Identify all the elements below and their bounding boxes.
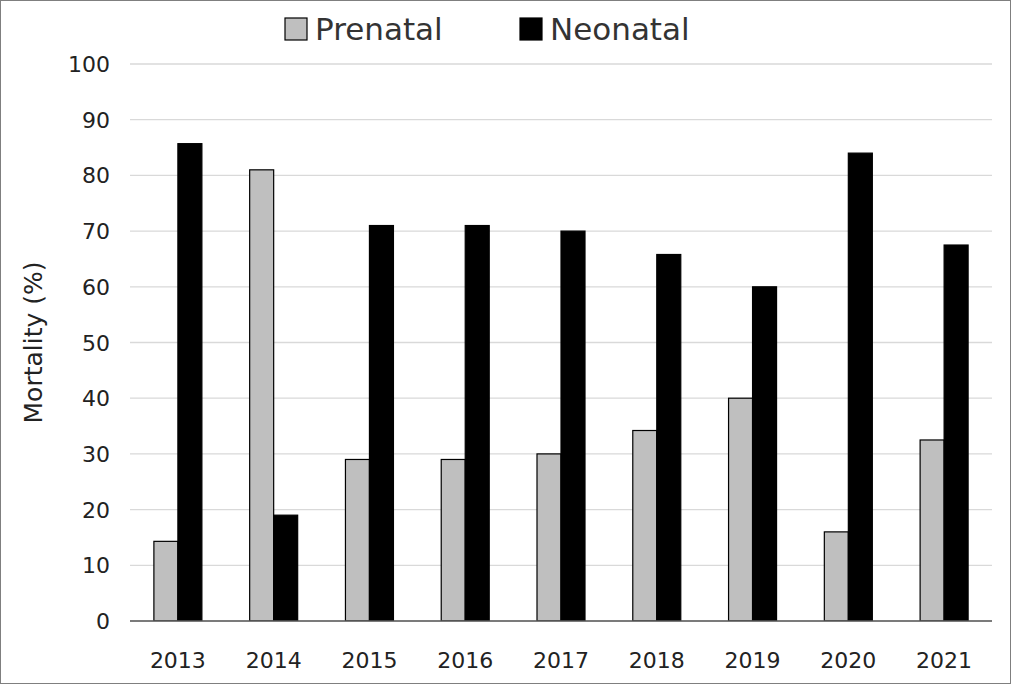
y-tick-label: 40 <box>82 386 110 411</box>
x-tick-label: 2016 <box>437 648 493 673</box>
bar <box>633 431 657 621</box>
bar <box>657 254 681 621</box>
x-tick-label: 2015 <box>341 648 397 673</box>
x-tick-label: 2014 <box>246 648 302 673</box>
bar <box>178 144 202 621</box>
bar <box>920 440 944 621</box>
x-tick-label: 2013 <box>150 648 206 673</box>
y-tick-label: 60 <box>82 275 110 300</box>
bar <box>369 226 393 621</box>
bar <box>274 515 298 621</box>
y-tick-label: 80 <box>82 163 110 188</box>
y-tick-label: 20 <box>82 498 110 523</box>
chart-svg: 0 10 20 30 40 50 60 70 80 90 100 2013 2014 2015 2016 20… <box>0 0 1011 684</box>
x-tick-label: 2018 <box>629 648 685 673</box>
y-tick-label: 0 <box>96 609 110 634</box>
bar <box>537 454 561 621</box>
y-tick-label: 10 <box>82 553 110 578</box>
bar <box>250 170 274 621</box>
bar <box>944 245 968 621</box>
legend-label: Prenatal <box>315 11 443 47</box>
y-axis-label: Mortality (%) <box>19 262 48 424</box>
y-tick-label: 70 <box>82 219 110 244</box>
y-tick-label: 90 <box>82 108 110 133</box>
bar <box>441 459 465 621</box>
chart-container: 0 10 20 30 40 50 60 70 80 90 100 2013 2014 2015 2016 20… <box>0 0 1011 684</box>
bars <box>154 144 968 621</box>
bar <box>345 459 369 621</box>
bar <box>753 287 777 621</box>
legend-swatch <box>520 18 542 40</box>
legend-swatch <box>285 18 307 40</box>
y-tick-label: 50 <box>82 331 110 356</box>
y-tick-label: 30 <box>82 442 110 467</box>
y-tick-label: 100 <box>68 52 110 77</box>
x-tick-label: 2019 <box>725 648 781 673</box>
bar <box>154 541 178 621</box>
grid-line <box>130 63 992 64</box>
grid-line <box>130 119 992 120</box>
bar <box>729 398 753 621</box>
x-tick-label: 2020 <box>820 648 876 673</box>
grid-line <box>130 620 992 621</box>
bar <box>824 532 848 621</box>
bar <box>561 231 585 621</box>
x-axis <box>130 620 992 622</box>
bar <box>848 153 872 621</box>
x-tick-label: 2021 <box>916 648 972 673</box>
x-tick-label: 2017 <box>533 648 589 673</box>
frame <box>1 1 1011 684</box>
legend: Prenatal Neonatal <box>285 11 690 47</box>
legend-label: Neonatal <box>550 11 690 47</box>
bar <box>465 226 489 621</box>
